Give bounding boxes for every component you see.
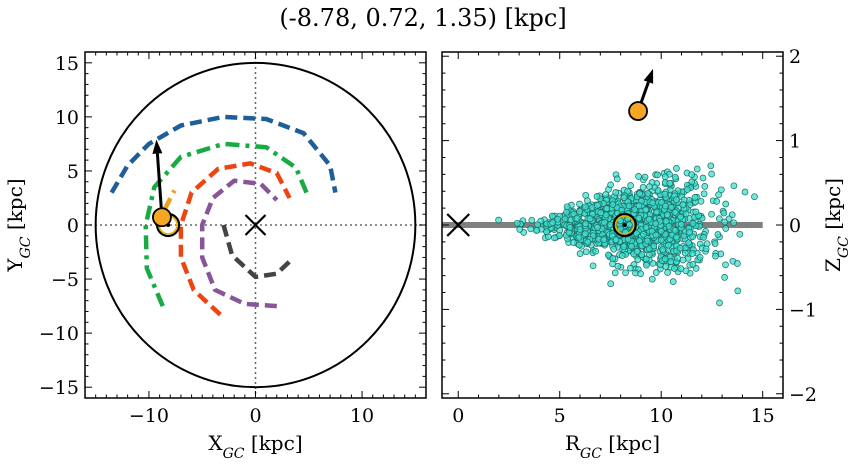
rz-x-tick-label: 10	[649, 405, 673, 427]
y-tick-label: 15	[55, 53, 79, 75]
x-tick-label: 0	[249, 405, 261, 427]
galactic-center-marker-rz	[446, 213, 471, 237]
y-tick-label: −15	[39, 377, 79, 399]
spiral-arm-3	[199, 178, 279, 309]
right-panel-rz: 0 5 10 15 −2 −1 0 1 2 RGC [kpc] ZGC [kpc]	[441, 46, 852, 462]
x-axis-label: XGC [kpc]	[208, 431, 302, 462]
sun-inner-ring-rz	[614, 215, 635, 235]
figure-title: (-8.78, 0.72, 1.35) [kpc]	[279, 4, 566, 32]
rz-y-tick-label: −2	[789, 384, 817, 406]
rz-y-tick-label: −1	[789, 299, 817, 321]
y-tick-label: 10	[55, 107, 79, 129]
x-tick-label: −10	[129, 405, 169, 427]
spiral-arm-2	[178, 161, 292, 317]
cluster-points	[495, 162, 758, 307]
right-plot-area	[442, 68, 763, 307]
velocity-arrow-head-rz	[643, 68, 654, 84]
rz-y-tick-label: 2	[789, 46, 801, 68]
object-marker-rz	[628, 101, 648, 121]
object-marker	[152, 207, 172, 228]
sun-dot-rz	[622, 223, 627, 227]
spiral-arm-5	[162, 189, 177, 210]
rz-x-tick-label: 0	[452, 405, 464, 427]
right-ticks	[442, 52, 784, 398]
rz-x-tick-label: 15	[751, 405, 775, 427]
y-axis-label: YGC [kpc]	[3, 178, 34, 272]
left-plot-area	[85, 52, 426, 398]
rz-y-axis-label: ZGC [kpc]	[821, 178, 852, 272]
boundary-circle	[94, 61, 417, 389]
spiral-arm-0	[109, 114, 338, 194]
galactic-center-marker	[244, 214, 267, 236]
y-tick-label: 5	[67, 161, 79, 183]
left-ticks	[85, 52, 426, 398]
y-tick-label: −5	[51, 269, 79, 291]
spiral-arm-4	[221, 224, 295, 280]
velocity-arrow-head	[152, 139, 163, 154]
y-tick-label: −10	[39, 323, 79, 345]
sun-outer-ring-rz	[612, 212, 637, 238]
x-tick-label: 10	[350, 405, 374, 427]
spiral-arm-1	[143, 141, 311, 307]
y-tick-label: 0	[67, 215, 79, 237]
rz-x-tick-label: 5	[554, 405, 566, 427]
velocity-arrow-shaft	[155, 153, 164, 218]
rz-y-tick-label: 1	[789, 131, 801, 153]
rz-y-tick-label: 0	[789, 215, 801, 237]
left-panel-xy: −10 0 10 −15 −10 −5 0 5 10 15 XGC [kpc] YGC [kpc]	[3, 51, 427, 462]
rz-x-axis-label: RGC [kpc]	[565, 431, 660, 462]
